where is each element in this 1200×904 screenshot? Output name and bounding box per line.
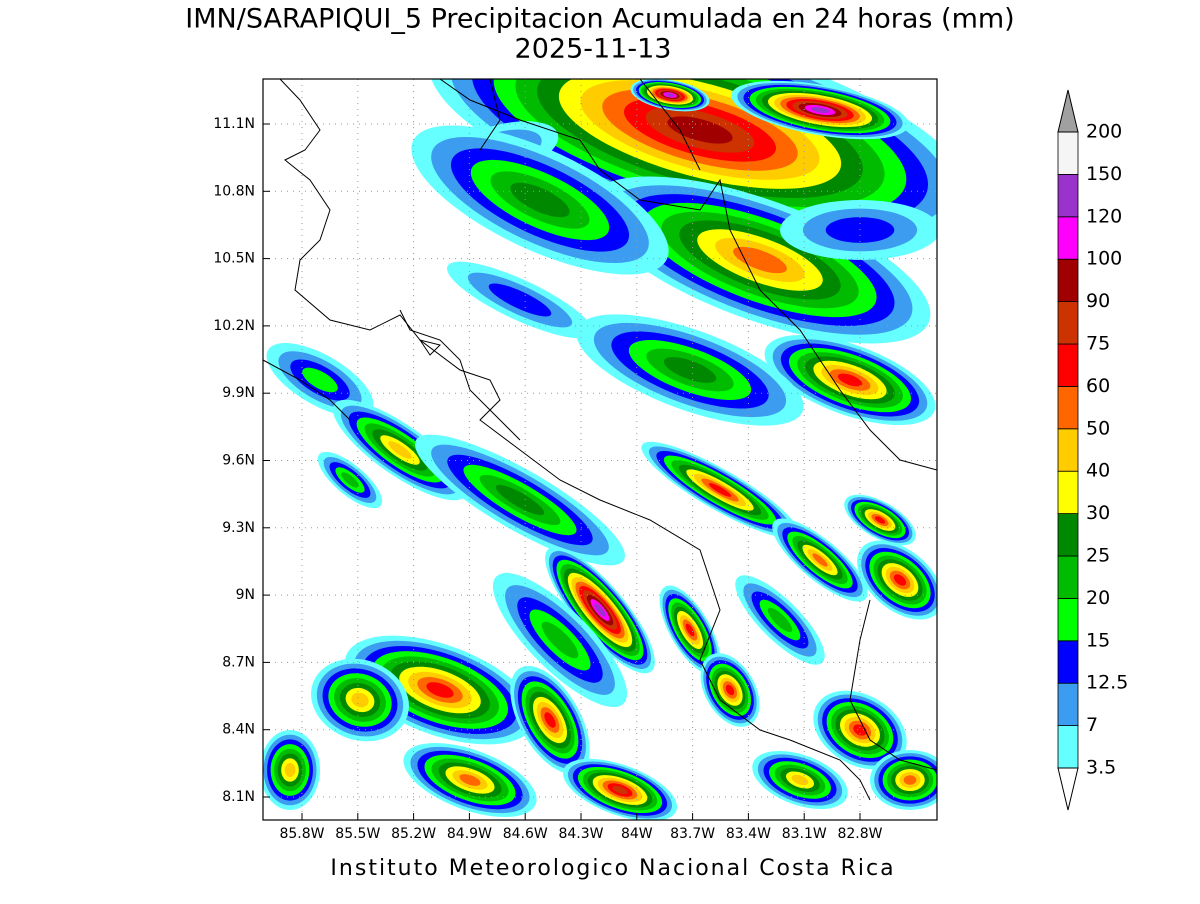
precip-contour: [351, 692, 369, 708]
lon-label: 82.8W: [837, 826, 882, 842]
colorbar-label: 40: [1086, 460, 1110, 482]
colorbar-box: [1057, 428, 1079, 472]
lat-label: 9.6N: [222, 453, 255, 469]
lon-label: 85.2W: [391, 826, 436, 842]
precip-contour: [544, 712, 556, 728]
lat-label: 8.4N: [222, 722, 255, 738]
precip-contour: [874, 516, 886, 524]
colorbar-box: [1057, 470, 1079, 515]
lat-label: 8.1N: [222, 789, 255, 805]
lat-label: 11.1N: [213, 116, 255, 132]
lat-label: 9N: [236, 587, 255, 603]
precip-contour: [733, 246, 787, 274]
precip-contour: [663, 357, 717, 383]
colorbar-label: 200: [1086, 121, 1122, 143]
precip-contour: [667, 116, 733, 144]
colorbar-box: [1057, 682, 1079, 727]
lat-label: 9.9N: [222, 385, 255, 401]
map-frame: [262, 78, 938, 821]
lon-label: 83.4W: [726, 826, 771, 842]
precip-contour: [725, 684, 735, 696]
colorbar-box: [1057, 258, 1079, 303]
precip-contour: [426, 682, 454, 698]
lon-label: 84W: [621, 826, 653, 842]
lon-label: 84.3W: [558, 826, 603, 842]
title: IMN/SARAPIQUI_5 Precipitacion Acumulada …: [185, 4, 1014, 35]
colorbar-label: 75: [1086, 333, 1110, 355]
lat-label: 10.2N: [213, 318, 255, 334]
colorbar-label: 30: [1086, 502, 1110, 524]
precip-contour: [810, 106, 830, 114]
lon-label: 84.6W: [503, 826, 548, 842]
colorbar-box: [1057, 131, 1079, 175]
colorbar-box: [1057, 513, 1079, 557]
precip-contour: [302, 367, 338, 393]
colorbar-label: 15: [1086, 629, 1110, 651]
colorbar-box: [1057, 173, 1079, 218]
colorbar-label: 100: [1086, 248, 1122, 270]
colorbar-box: [1057, 343, 1079, 387]
colorbar-label: 50: [1086, 417, 1110, 439]
colorbar-box: [1057, 555, 1079, 599]
precip-contour: [708, 483, 732, 497]
precip-contour: [665, 93, 675, 97]
precip-contour: [510, 182, 570, 218]
colorbar-label: 150: [1086, 163, 1122, 185]
precip-contour: [612, 785, 628, 795]
subtitle: 2025-11-13: [515, 34, 672, 65]
colorbar-label: 90: [1086, 290, 1110, 312]
colorbar-label: 12.5: [1086, 672, 1128, 694]
footer: Instituto Meteorologico Nacional Costa R…: [330, 856, 895, 881]
precip-contour: [459, 774, 481, 786]
precip-contour: [837, 373, 863, 387]
precip-contour: [767, 607, 793, 633]
precip-contour: [488, 283, 552, 317]
precip-contour: [903, 775, 917, 785]
lat-label: 8.7N: [222, 654, 255, 670]
lon-label: 85.8W: [279, 826, 324, 842]
precip-contour: [685, 623, 695, 637]
colorbar-label: 60: [1086, 375, 1110, 397]
colorbar-label: 20: [1086, 587, 1110, 609]
grid: 11.1N 10.8N 10.5N 10.2N 9.9N 9.6N 9.3N 9N 8.7N 8.…: [213, 79, 937, 842]
lat-label: 10.5N: [213, 251, 255, 267]
lon-label: 83.1W: [782, 826, 827, 842]
colorbar-box: [1057, 598, 1079, 642]
colorbar-box: [1057, 640, 1079, 684]
colorbar-box: [1057, 216, 1079, 260]
precip-contour: [893, 574, 907, 586]
colorbar-label: 25: [1086, 545, 1110, 567]
lat-label: 10.8N: [213, 183, 255, 199]
precip-contour: [594, 603, 606, 617]
precip-contour: [341, 472, 359, 488]
precip-contour: [812, 553, 828, 567]
colorbar-over: [1057, 89, 1079, 133]
precip-contour: [825, 217, 895, 243]
lon-label: 85.5W: [335, 826, 380, 842]
colorbar-label: 120: [1086, 205, 1122, 227]
precip-contour: [284, 762, 296, 778]
precip-contour: [541, 621, 579, 659]
colorbar: 3.5 7 12.5 15 20 25 30 40 50 60 75 90 100 120 150 200: [1057, 89, 1128, 811]
precip-field: [263, 79, 937, 820]
lon-label: 83.7W: [670, 826, 715, 842]
colorbar-box: [1057, 385, 1079, 430]
colorbar-label: 3.5: [1086, 757, 1116, 779]
precip-contour: [495, 484, 545, 516]
coastlines: [263, 79, 937, 801]
lon-label: 84.9W: [447, 826, 492, 842]
precip-contour: [388, 441, 412, 459]
colorbar-label: 7: [1086, 714, 1098, 736]
precip-contour: [791, 774, 809, 786]
colorbar-under: [1057, 767, 1079, 811]
colorbar-box: [1057, 301, 1079, 345]
lat-label: 9.3N: [222, 520, 255, 536]
colorbar-box: [1057, 725, 1079, 769]
